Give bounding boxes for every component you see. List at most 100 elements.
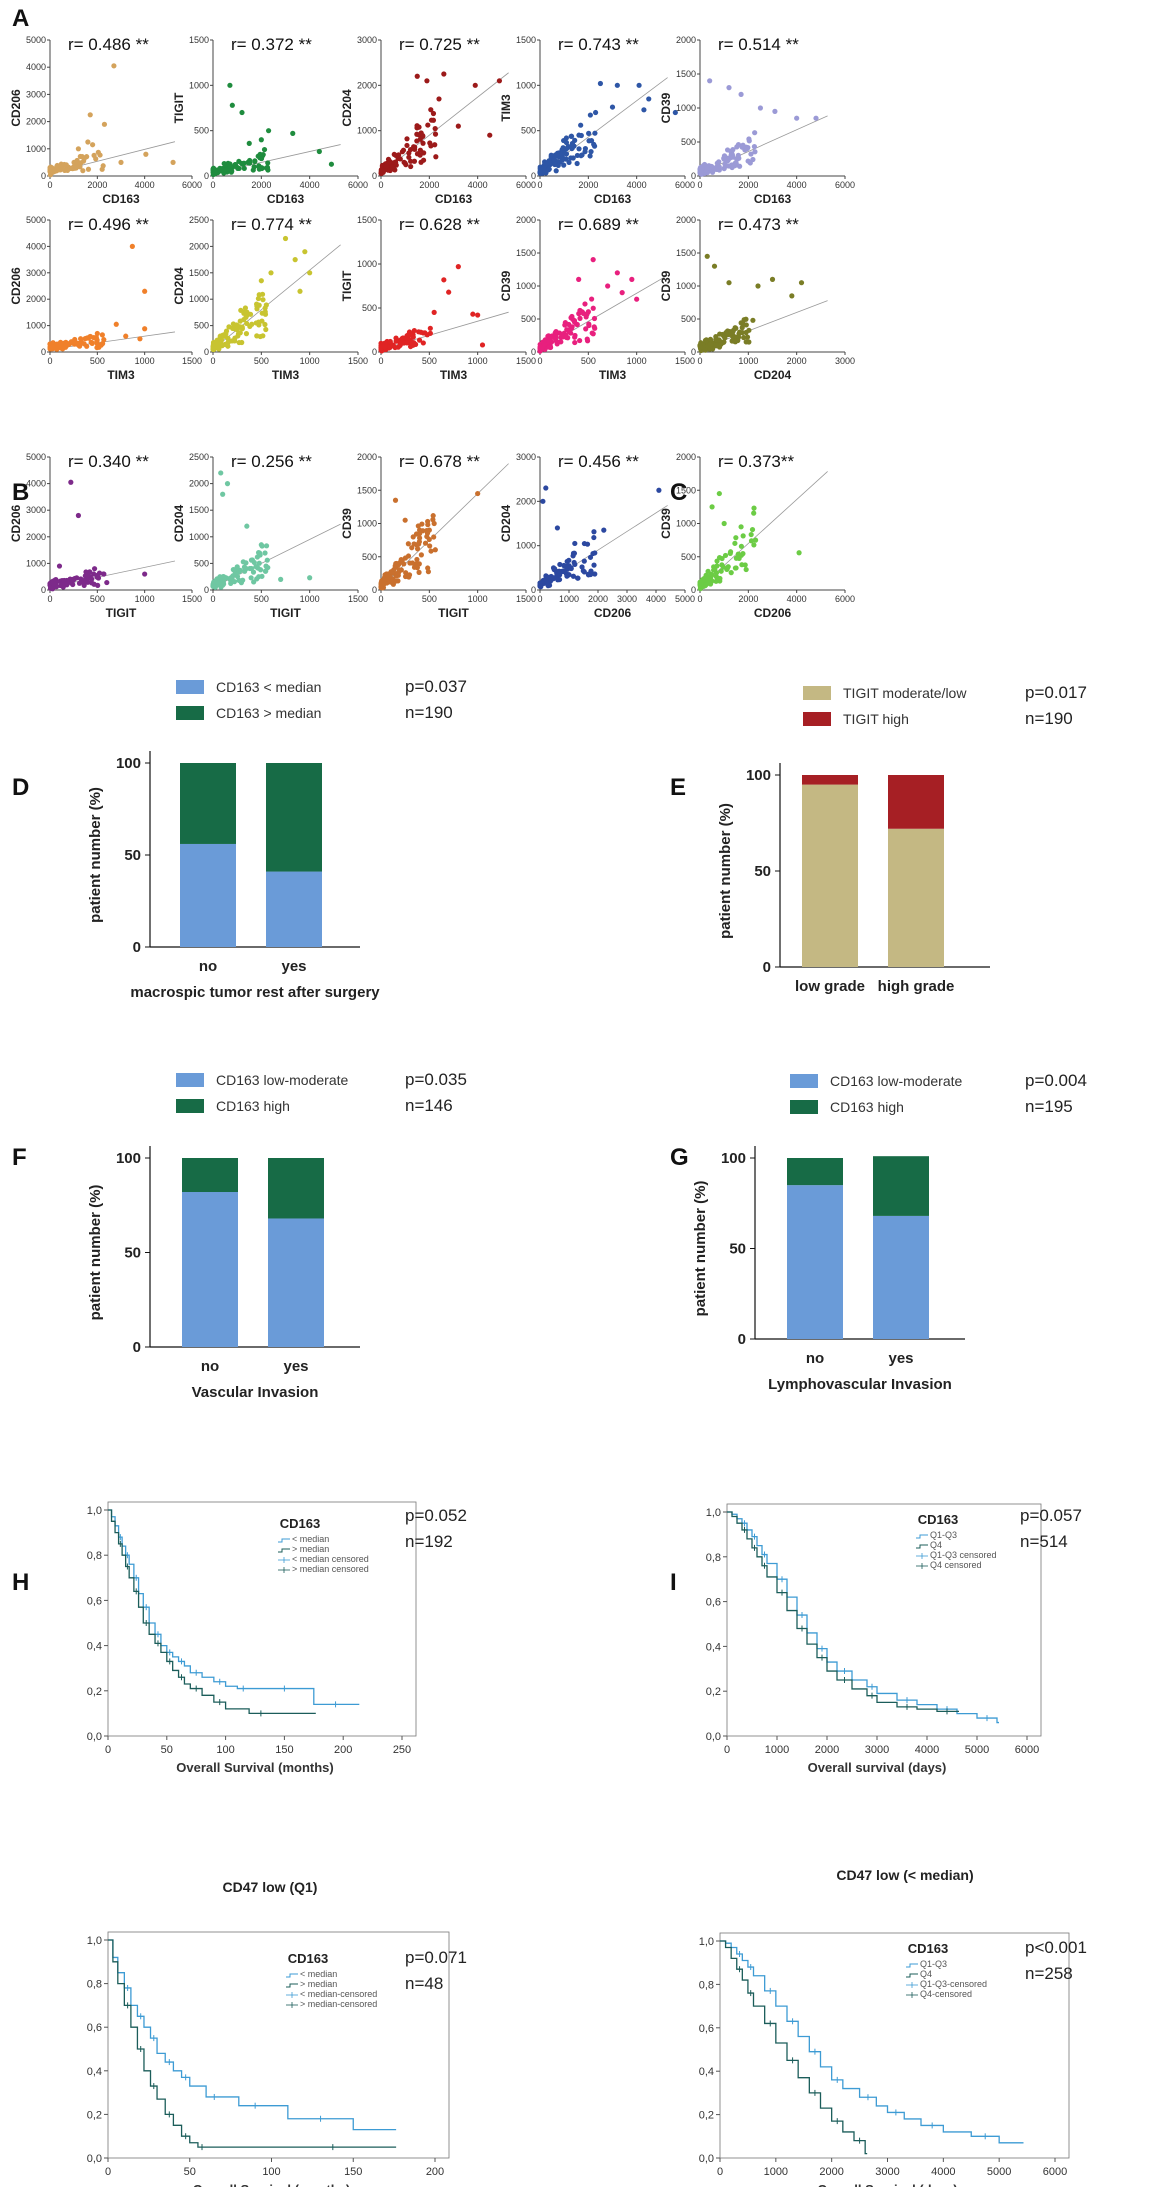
data-point bbox=[577, 337, 583, 344]
data-point bbox=[388, 569, 394, 575]
data-point bbox=[383, 571, 390, 577]
data-point bbox=[256, 166, 262, 172]
data-point bbox=[383, 163, 389, 169]
scatter-A10: 0 1000 2000 3000 0 500 1000 1500 2000 CD204 CD39 r=… bbox=[659, 215, 855, 382]
x-tick-label: 0 bbox=[717, 2166, 723, 2178]
legend-swatch bbox=[176, 706, 204, 720]
data-point bbox=[698, 165, 705, 172]
x-tick-label: 2000 bbox=[738, 180, 758, 190]
data-point bbox=[568, 144, 574, 150]
n-value: n=48 bbox=[405, 1974, 443, 1993]
y-tick-label: 1,0 bbox=[87, 1935, 102, 1947]
data-point bbox=[398, 567, 404, 573]
data-point bbox=[260, 297, 266, 303]
correlation-label: r= 0.743 ** bbox=[558, 35, 639, 54]
data-point bbox=[558, 339, 564, 345]
x-tick-label: 4000 bbox=[468, 180, 488, 190]
data-point bbox=[717, 578, 723, 584]
bar-segment bbox=[182, 1192, 238, 1347]
n-value: n=258 bbox=[1025, 1964, 1073, 1983]
bar-segment bbox=[182, 1158, 238, 1193]
data-point bbox=[733, 535, 739, 541]
data-point bbox=[408, 158, 414, 164]
x-tick-label: 6000 bbox=[675, 180, 695, 190]
data-point bbox=[222, 167, 228, 173]
x-tick-label: 1500 bbox=[348, 594, 368, 604]
x-tick-label: 500 bbox=[422, 594, 437, 604]
y-axis-label: patient number (%) bbox=[692, 1181, 709, 1317]
data-point bbox=[247, 323, 253, 329]
data-point bbox=[587, 153, 593, 159]
panel-letter-E: E bbox=[670, 774, 686, 801]
data-point bbox=[231, 579, 238, 585]
x-tick-label: 0 bbox=[378, 594, 383, 604]
correlation-label: r= 0.774 ** bbox=[231, 215, 312, 234]
legend-line bbox=[906, 1973, 918, 1978]
data-point bbox=[699, 577, 706, 583]
x-tick-label: 100 bbox=[216, 1744, 234, 1756]
data-point bbox=[143, 151, 149, 157]
x-tick-label: 0 bbox=[724, 1744, 730, 1756]
data-point bbox=[265, 160, 271, 166]
y-tick-label: 0,0 bbox=[699, 2153, 714, 2165]
data-point bbox=[416, 329, 422, 335]
y-tick-label: 500 bbox=[521, 126, 536, 136]
survival-curve bbox=[720, 1940, 1024, 2144]
y-tick-label: 1500 bbox=[189, 268, 209, 278]
data-point bbox=[87, 112, 93, 118]
data-point bbox=[430, 513, 436, 519]
legend-swatch bbox=[803, 686, 831, 700]
data-point bbox=[487, 132, 493, 138]
data-point bbox=[292, 257, 298, 263]
data-point bbox=[737, 163, 743, 169]
data-point bbox=[387, 338, 393, 345]
correlation-label: r= 0.678 ** bbox=[399, 452, 480, 471]
data-point bbox=[399, 335, 405, 342]
y-tick-label: 0 bbox=[691, 347, 696, 357]
data-point bbox=[104, 579, 110, 586]
y-axis-label: CD204 bbox=[499, 505, 513, 543]
x-tick-label: 1000 bbox=[300, 594, 320, 604]
data-point bbox=[713, 342, 719, 348]
y-tick-label: 0,2 bbox=[87, 2109, 102, 2121]
y-tick-label: 0,6 bbox=[87, 1595, 102, 1607]
legend-label: > median-censored bbox=[300, 1999, 377, 2009]
x-tick-label: 1500 bbox=[182, 594, 202, 604]
scatter-A14: 0 1000 2000 3000 4000 50000100020003000CD206C… bbox=[499, 452, 695, 620]
data-point bbox=[427, 330, 433, 336]
legend-swatch bbox=[176, 1099, 204, 1113]
bar-chart-E: 0 50 100 patient number (%) no yes Lymphovascu… bbox=[692, 1071, 1087, 1393]
km-G: 0 1000 2000 3000 4000 5000 6000 0,0 0,2 0,4 0,6 0,8… bbox=[706, 1503, 1082, 1775]
x-tick-label: 150 bbox=[344, 2166, 362, 2178]
data-point bbox=[414, 546, 421, 552]
data-point bbox=[95, 149, 101, 155]
data-point bbox=[406, 574, 412, 580]
data-point bbox=[225, 339, 232, 345]
x-axis-label: TIM3 bbox=[599, 368, 627, 382]
x-axis-label: CD163 bbox=[754, 192, 792, 206]
data-point bbox=[416, 569, 422, 575]
legend-label: > median bbox=[300, 1979, 337, 1989]
y-axis-label: TIGIT bbox=[172, 92, 186, 123]
y-tick-label: 1000 bbox=[26, 321, 46, 331]
y-tick-label: 0 bbox=[372, 171, 377, 181]
data-point bbox=[560, 155, 566, 161]
legend-title: CD163 bbox=[288, 1951, 328, 1966]
y-tick-label: 100 bbox=[116, 1150, 141, 1167]
data-point bbox=[714, 563, 720, 569]
data-point bbox=[398, 341, 404, 347]
legend-label: CD163 high bbox=[830, 1099, 904, 1115]
regression-line bbox=[380, 72, 509, 174]
data-point bbox=[47, 346, 53, 352]
x-axis-label: TIM3 bbox=[272, 368, 300, 382]
data-point bbox=[718, 568, 724, 574]
bar-segment bbox=[873, 1215, 929, 1339]
data-point bbox=[752, 537, 759, 543]
data-point bbox=[258, 542, 264, 548]
data-point bbox=[537, 166, 543, 172]
y-tick-label: 500 bbox=[194, 321, 209, 331]
data-point bbox=[711, 263, 718, 269]
x-tick-label: 0 bbox=[537, 594, 542, 604]
data-point bbox=[743, 566, 749, 573]
